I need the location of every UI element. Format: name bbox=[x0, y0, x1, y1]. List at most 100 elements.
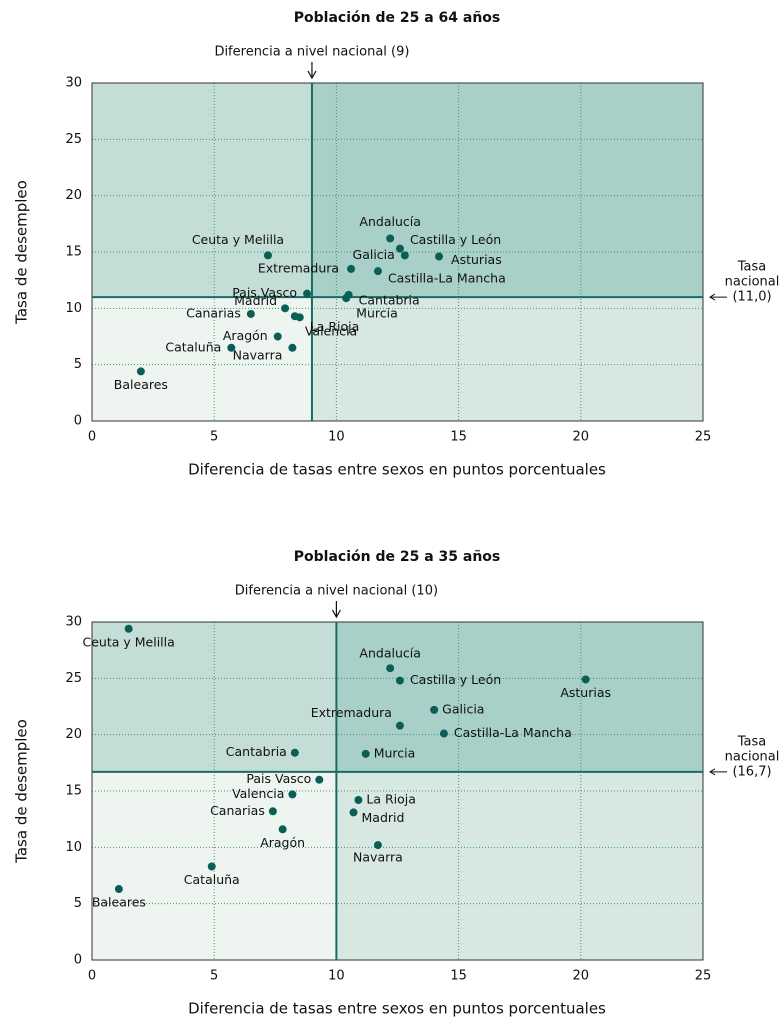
point bbox=[361, 749, 370, 758]
point bbox=[354, 796, 363, 805]
quadrant bbox=[336, 771, 703, 960]
plot-frame bbox=[91, 621, 704, 961]
point bbox=[246, 309, 255, 318]
x-tick-label: 5 bbox=[210, 430, 218, 445]
point bbox=[430, 705, 439, 714]
point-label: Galicia bbox=[442, 701, 484, 716]
chart-title: Población de 25 a 35 años bbox=[294, 549, 501, 565]
x-axis-label: Diferencia de tasas entre sexos en punto… bbox=[188, 461, 606, 479]
point bbox=[124, 624, 133, 633]
point bbox=[207, 862, 216, 871]
arrow bbox=[331, 601, 341, 619]
y-tick-label: 0 bbox=[74, 953, 82, 968]
y-tick-label: 25 bbox=[65, 132, 82, 147]
point-label: Castilla y León bbox=[410, 232, 501, 247]
point-label: Navarra bbox=[353, 850, 403, 865]
point bbox=[395, 721, 404, 730]
y-tick-label: 20 bbox=[65, 188, 82, 203]
point-label: La Rioja bbox=[366, 792, 416, 807]
y-tick-label: 15 bbox=[65, 784, 82, 799]
annotation-y: nacional bbox=[725, 275, 780, 290]
point-label: Madrid bbox=[362, 810, 405, 825]
point bbox=[268, 807, 277, 816]
y-tick-label: 10 bbox=[65, 301, 82, 316]
point bbox=[395, 244, 404, 253]
point-label: Pais Vasco bbox=[232, 285, 297, 300]
point bbox=[315, 775, 324, 784]
point-label: Baleares bbox=[92, 895, 146, 910]
x-tick-label: 10 bbox=[328, 969, 345, 984]
x-axis-label: Diferencia de tasas entre sexos en punto… bbox=[188, 1000, 606, 1018]
quadrant bbox=[311, 297, 703, 421]
point bbox=[342, 294, 351, 303]
point-label: Cantabria bbox=[226, 744, 287, 759]
point-label: Castilla-La Mancha bbox=[388, 271, 506, 286]
point-label: Pais Vasco bbox=[246, 771, 311, 786]
x-tick-label: 10 bbox=[328, 430, 345, 445]
y-tick-label: 10 bbox=[65, 840, 82, 855]
point bbox=[373, 267, 382, 276]
annotation-x: Diferencia a nivel nacional (10) bbox=[235, 584, 438, 599]
point bbox=[281, 304, 290, 313]
point-label: Aragón bbox=[260, 835, 305, 850]
point bbox=[303, 289, 312, 298]
annotation-y: nacional bbox=[725, 749, 780, 764]
point bbox=[373, 841, 382, 850]
quadrant bbox=[92, 83, 312, 298]
point bbox=[581, 675, 590, 684]
y-tick-label: 20 bbox=[65, 727, 82, 742]
point bbox=[227, 343, 236, 352]
annotation-y: Tasa bbox=[737, 734, 767, 749]
point-label: Ceuta y Melilla bbox=[192, 232, 284, 247]
point-label: Ceuta y Melilla bbox=[83, 634, 175, 649]
point bbox=[114, 885, 123, 894]
x-tick-label: 0 bbox=[88, 430, 96, 445]
point-label: Canarias bbox=[210, 803, 265, 818]
point-label: Cataluña bbox=[184, 872, 240, 887]
point-label: Asturias bbox=[560, 685, 611, 700]
point bbox=[395, 676, 404, 685]
point bbox=[349, 808, 358, 817]
point-label: Valencia bbox=[305, 324, 357, 339]
annotation-y: Tasa bbox=[737, 260, 767, 275]
y-axis-label: Tasa de desempleo bbox=[13, 180, 31, 325]
point-label: Baleares bbox=[114, 377, 168, 392]
annotation-x: Diferencia a nivel nacional (9) bbox=[214, 45, 409, 60]
x-tick-label: 20 bbox=[573, 969, 590, 984]
arrow bbox=[709, 293, 727, 301]
x-tick-label: 0 bbox=[88, 969, 96, 984]
point bbox=[386, 234, 395, 243]
point bbox=[347, 264, 356, 273]
point-label: Castilla y León bbox=[410, 672, 501, 687]
point bbox=[439, 729, 448, 738]
x-tick-label: 20 bbox=[573, 430, 590, 445]
x-tick-label: 15 bbox=[450, 969, 467, 984]
point-label: Cataluña bbox=[165, 339, 221, 354]
x-tick-label: 25 bbox=[695, 969, 712, 984]
y-axis-label: Tasa de desempleo bbox=[13, 719, 31, 864]
point bbox=[290, 748, 299, 757]
point bbox=[263, 251, 272, 260]
point-label: Aragón bbox=[223, 328, 268, 343]
point-label: Valencia bbox=[232, 786, 284, 801]
point bbox=[400, 251, 409, 260]
point-label: Galicia bbox=[353, 247, 395, 262]
point-label: Extremadura bbox=[258, 260, 339, 275]
point bbox=[288, 790, 297, 799]
y-tick-label: 15 bbox=[65, 245, 82, 260]
point-label: Murcia bbox=[374, 745, 416, 760]
point bbox=[435, 252, 444, 261]
y-tick-label: 30 bbox=[65, 615, 82, 630]
x-tick-label: 25 bbox=[695, 430, 712, 445]
plot-frame bbox=[91, 82, 704, 422]
quadrant bbox=[92, 297, 312, 421]
point bbox=[273, 332, 282, 341]
point-label: La Rioja bbox=[310, 319, 360, 334]
point bbox=[386, 664, 395, 673]
point bbox=[295, 313, 304, 322]
y-tick-label: 5 bbox=[74, 357, 82, 372]
x-tick-label: 5 bbox=[210, 969, 218, 984]
chart-title: Población de 25 a 64 años bbox=[294, 10, 501, 26]
x-tick-label: 15 bbox=[450, 430, 467, 445]
